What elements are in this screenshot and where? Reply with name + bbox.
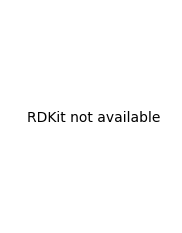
Text: RDKit not available: RDKit not available <box>27 111 160 125</box>
